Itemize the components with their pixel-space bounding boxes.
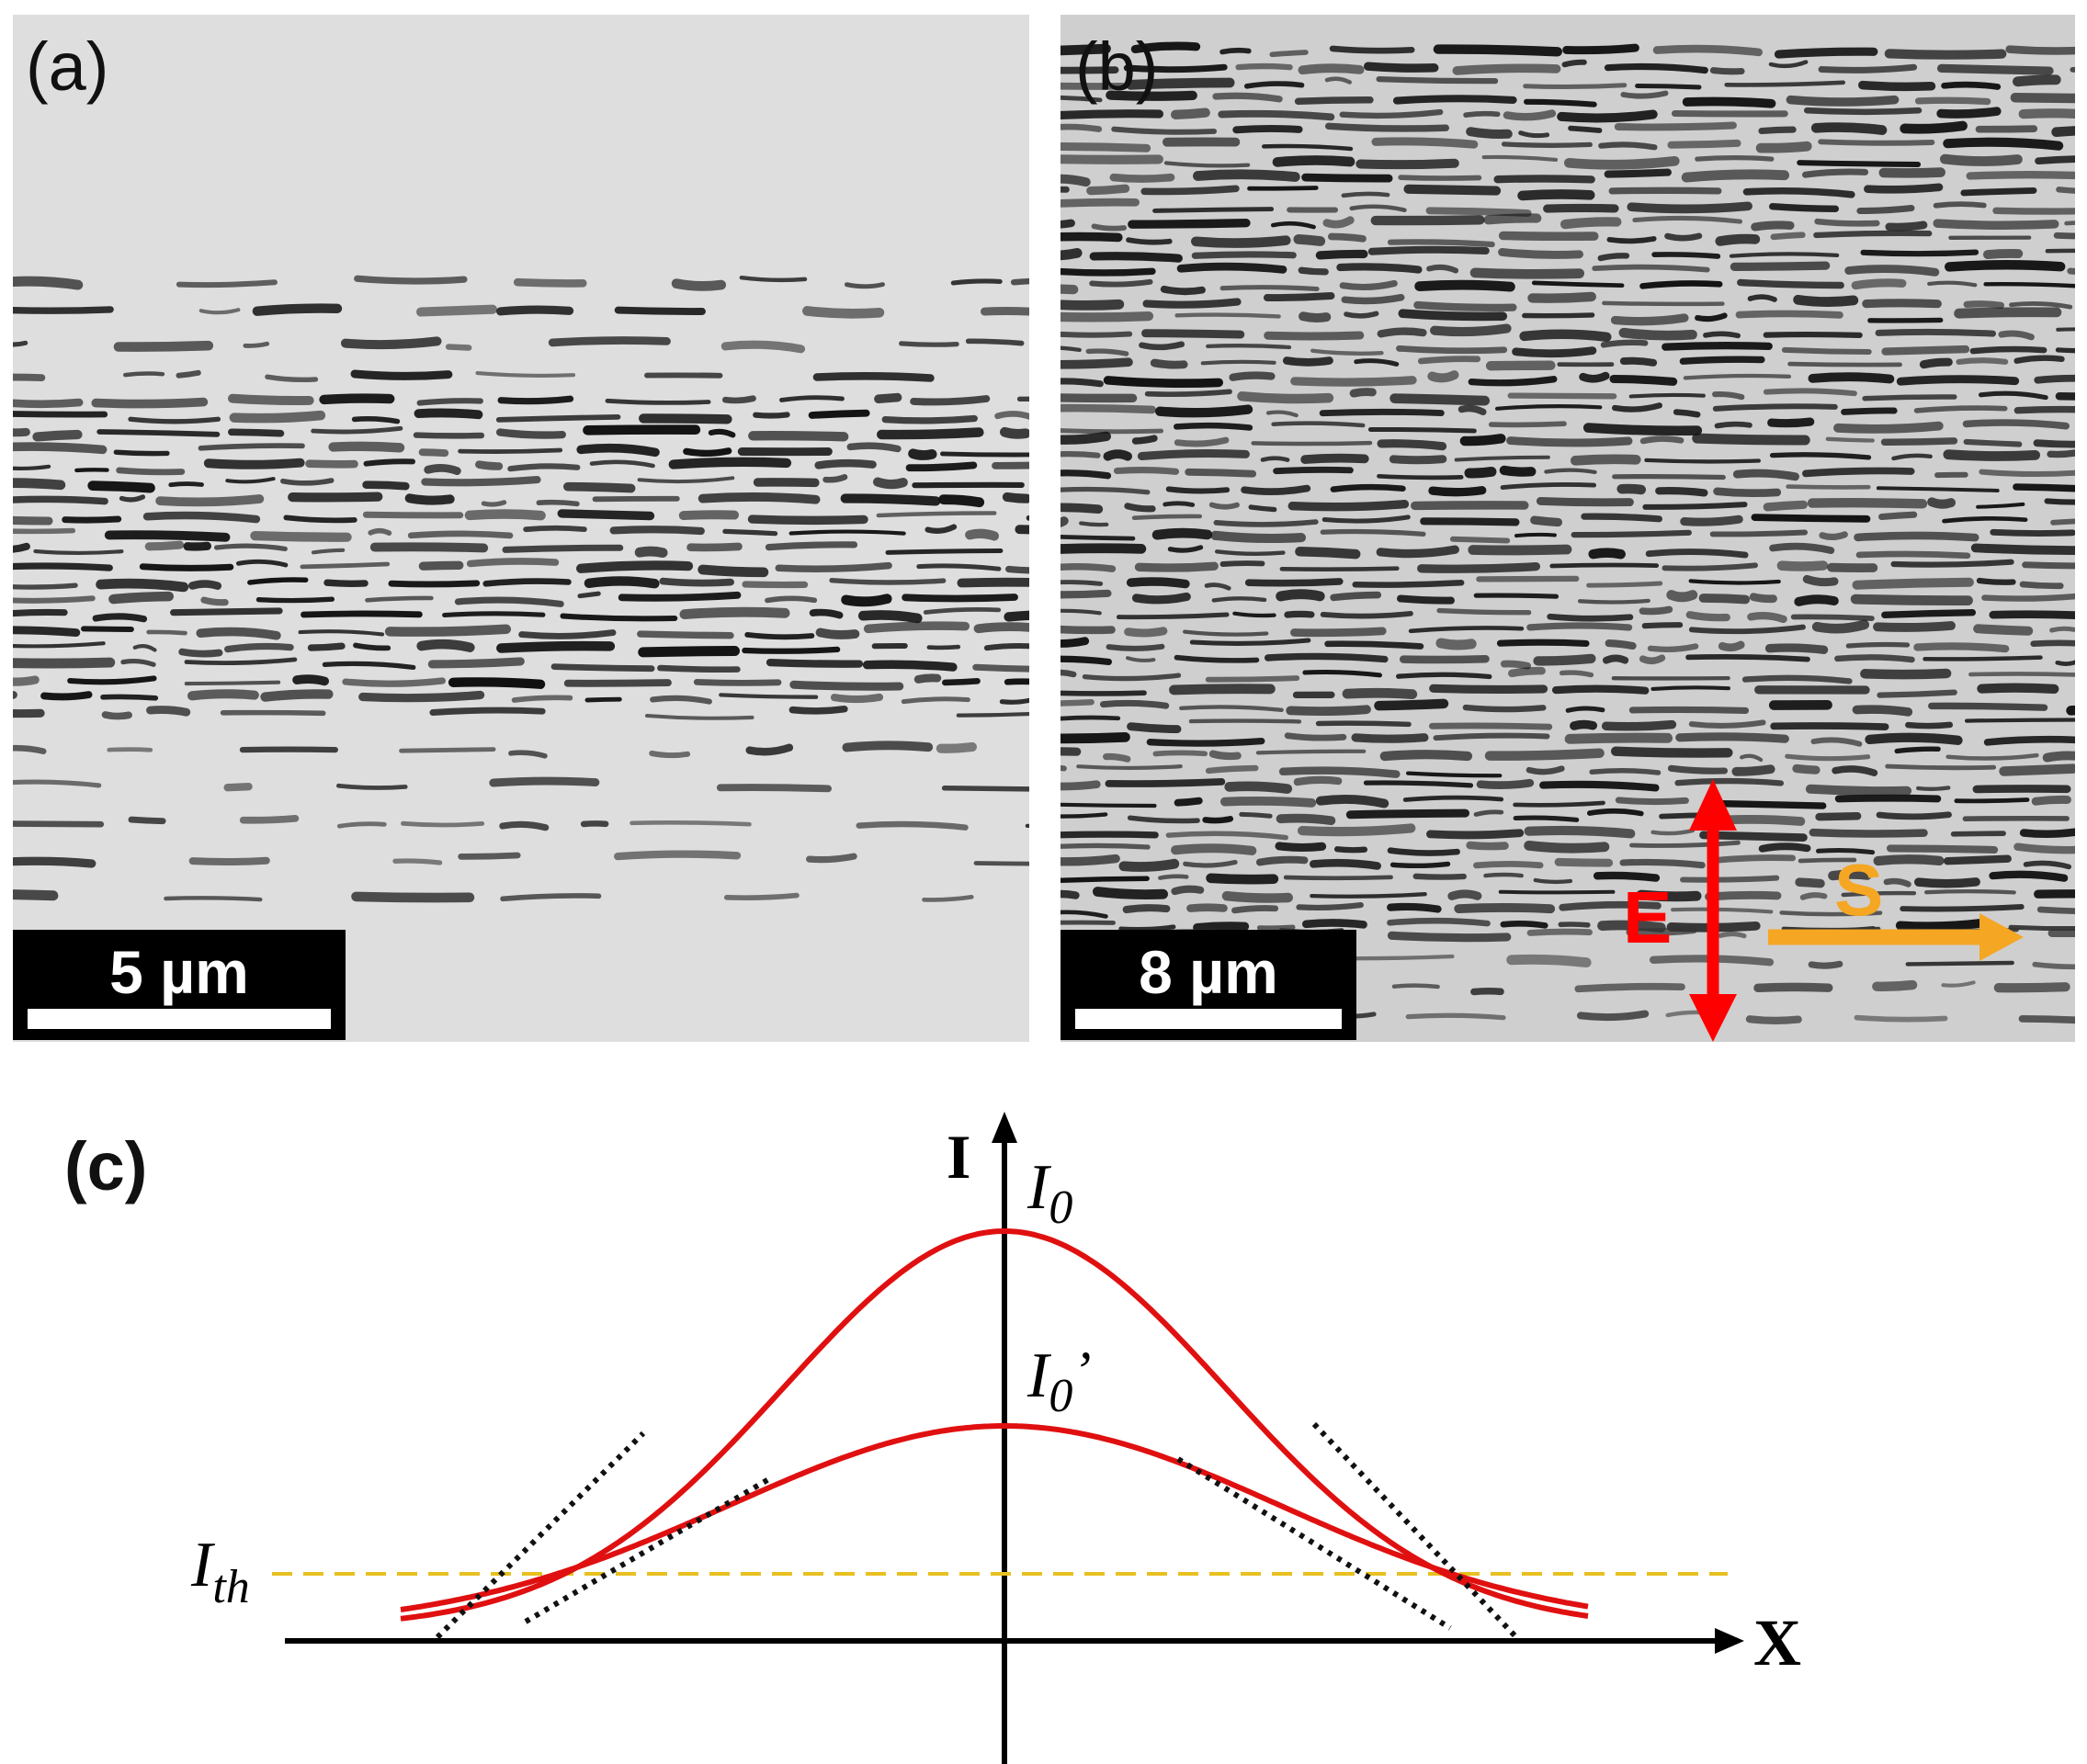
polarization-overlay: E S	[1623, 779, 2024, 1042]
ripple-texture-b	[1061, 15, 2075, 1042]
scan-direction-arrow	[1768, 913, 2024, 961]
panel-label-a: (a)	[26, 28, 109, 105]
tangent-line-high-left	[435, 1430, 646, 1640]
panel-label-b: (b)	[1075, 28, 1159, 105]
e-field-arrow	[1689, 779, 1737, 1042]
tangent-line-high-right	[1311, 1421, 1519, 1640]
e-field-label: E	[1623, 876, 1672, 958]
scale-bar-line-b	[1075, 1009, 1342, 1029]
x-axis-arrowhead	[1715, 1628, 1744, 1654]
tangent-line-low-right	[1176, 1456, 1452, 1631]
peak-high-label: I0	[1026, 1152, 1072, 1234]
tangent-line-low-left	[524, 1475, 774, 1624]
y-axis-arrowhead	[992, 1112, 1017, 1143]
scale-bar-a: 5 µm	[13, 930, 346, 1040]
x-axis-label: X	[1753, 1606, 1801, 1679]
sem-panel-a: (a) 5 µm	[13, 15, 1029, 1042]
scan-direction-label: S	[1834, 849, 1883, 931]
threshold-label: Ith	[190, 1530, 250, 1613]
scale-bar-b: 8 µm	[1061, 930, 1356, 1040]
intensity-curve-low	[400, 1423, 1589, 1612]
scale-bar-label-a: 5 µm	[109, 938, 249, 1006]
ripple-texture-a	[13, 15, 1029, 1042]
intensity-curve-high	[400, 1228, 1589, 1622]
peak-low-label: I0’	[1026, 1340, 1091, 1422]
scale-bar-line-a	[28, 1009, 331, 1029]
sem-panel-b: (b) 8 µm E S	[1061, 15, 2075, 1042]
scale-bar-label-b: 8 µm	[1139, 938, 1278, 1006]
intensity-profile-diagram: (c) I X Ith I0 I0’	[64, 1112, 1801, 1764]
panel-label-c: (c)	[64, 1128, 147, 1204]
y-axis-label: I	[947, 1122, 970, 1192]
